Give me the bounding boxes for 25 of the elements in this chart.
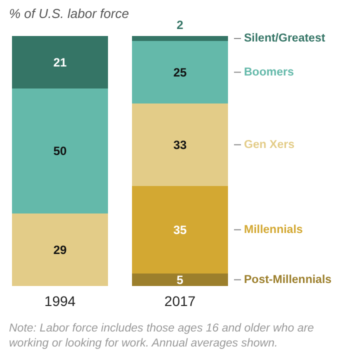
data-label: 21	[53, 55, 67, 70]
data-label: 25	[173, 65, 187, 80]
data-label: 2	[176, 18, 184, 32]
series-label: Millennials	[244, 224, 303, 236]
bar	[132, 186, 228, 274]
data-label: 33	[173, 138, 187, 152]
bar	[132, 41, 228, 104]
x-tick-label: 2017	[164, 293, 196, 309]
data-label: 35	[173, 222, 187, 237]
chart-title: % of U.S. labor force	[9, 6, 129, 21]
series-label: Gen Xers	[244, 138, 294, 151]
text: Note: Labor force includes those ages 16 and older who are working or looking for work. Annual averages shown.	[9, 322, 318, 350]
data-label: 29	[53, 242, 67, 257]
series-label: Boomers	[244, 66, 294, 78]
series-label: Post-Millennials	[244, 274, 332, 286]
bar	[132, 274, 228, 286]
x-tick-label: 1994	[44, 293, 76, 309]
series-label: Silent/Greatest	[244, 32, 326, 44]
bar	[12, 36, 108, 88]
bar	[12, 88, 108, 214]
bar	[132, 104, 228, 186]
bar	[132, 36, 228, 41]
data-label: 5	[176, 272, 184, 287]
bar	[12, 214, 108, 286]
data-label: 50	[53, 144, 67, 158]
